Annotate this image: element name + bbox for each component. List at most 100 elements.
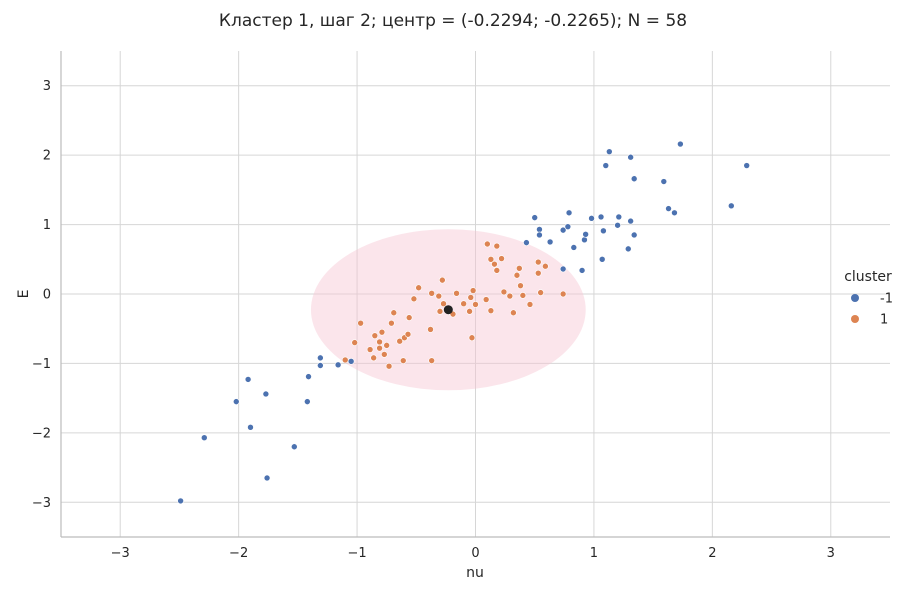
point-cluster-neg1 — [627, 217, 634, 225]
point-cluster-1 — [519, 292, 527, 299]
y-tick-label: −1 — [32, 357, 51, 372]
legend-marker-neg1 — [851, 294, 859, 302]
chart-title: Кластер 1, шаг 2; центр = (-0.2294; -0.2… — [219, 11, 687, 31]
x-tick-label: −2 — [229, 546, 248, 561]
point-cluster-neg1 — [671, 209, 678, 217]
point-cluster-1 — [513, 271, 521, 279]
y-tick-label: 3 — [43, 79, 51, 94]
point-cluster-1 — [487, 307, 495, 314]
axes — [60, 51, 890, 538]
point-cluster-neg1 — [624, 245, 632, 253]
point-cluster-neg1 — [564, 223, 572, 230]
point-cluster-1 — [500, 288, 508, 296]
point-cluster-neg1 — [627, 153, 634, 161]
point-cluster-neg1 — [347, 358, 355, 365]
point-cluster-1 — [472, 301, 479, 308]
point-cluster-neg1 — [559, 265, 567, 273]
point-cluster-neg1 — [304, 398, 311, 405]
point-cluster-1 — [537, 289, 544, 296]
point-cluster-1 — [378, 328, 386, 336]
point-cluster-neg1 — [630, 231, 638, 239]
point-cluster-1 — [390, 309, 398, 317]
point-cluster-neg1 — [200, 434, 208, 442]
point-cluster-1 — [534, 269, 542, 277]
point-cluster-neg1 — [247, 424, 254, 431]
point-cluster-neg1 — [291, 443, 298, 451]
point-cluster-neg1 — [531, 214, 539, 221]
point-cluster-neg1 — [615, 213, 623, 221]
tick-labels: −3 −2 −1 0 1 2 3 −3 −2 −1 0 1 2 3 — [32, 79, 835, 561]
point-cluster-1 — [435, 292, 443, 300]
point-cluster-1 — [559, 290, 567, 298]
point-cluster-1 — [404, 330, 412, 338]
point-cluster-1 — [493, 267, 501, 274]
point-cluster-neg1 — [317, 362, 324, 369]
point-cluster-1 — [469, 287, 477, 294]
point-cluster-neg1 — [582, 230, 589, 238]
point-cluster-neg1 — [263, 474, 271, 482]
point-cluster-1 — [453, 290, 460, 297]
point-cluster-1 — [491, 260, 498, 268]
point-cluster-1 — [466, 308, 473, 315]
point-cluster-neg1 — [598, 255, 606, 263]
point-cluster-neg1 — [334, 361, 342, 369]
point-cluster-neg1 — [743, 162, 751, 169]
point-cluster-1 — [487, 255, 495, 263]
x-tick-label: 2 — [708, 546, 716, 561]
x-tick-label: 0 — [471, 546, 479, 561]
point-cluster-neg1 — [305, 373, 312, 380]
point-cluster-neg1 — [602, 162, 610, 169]
point-cluster-neg1 — [523, 239, 530, 246]
cluster-center-point — [443, 305, 453, 315]
point-cluster-1 — [383, 342, 390, 349]
x-tick-label: −1 — [347, 546, 366, 561]
point-cluster-1 — [482, 296, 490, 303]
x-tick-label: 3 — [827, 546, 835, 561]
point-cluster-1 — [385, 362, 393, 370]
point-cluster-neg1 — [606, 148, 613, 155]
point-cluster-1 — [467, 294, 475, 301]
y-tick-label: 2 — [43, 149, 51, 164]
data-points — [177, 140, 751, 505]
point-cluster-1 — [405, 314, 413, 321]
point-cluster-1 — [388, 319, 395, 327]
y-tick-label: 0 — [43, 288, 51, 303]
x-tick-label: 1 — [590, 546, 598, 561]
point-cluster-neg1 — [578, 267, 586, 274]
y-tick-label: −3 — [32, 496, 51, 511]
point-cluster-neg1 — [728, 202, 735, 210]
point-cluster-1 — [366, 346, 374, 353]
point-cluster-neg1 — [588, 215, 595, 222]
point-cluster-1 — [516, 265, 523, 272]
point-cluster-1 — [484, 240, 491, 248]
point-cluster-1 — [399, 357, 407, 364]
point-cluster-neg1 — [536, 226, 543, 233]
point-cluster-1 — [376, 338, 383, 346]
point-cluster-neg1 — [597, 213, 605, 221]
point-cluster-1 — [460, 300, 467, 308]
point-cluster-1 — [517, 282, 524, 289]
point-cluster-1 — [542, 262, 549, 270]
point-cluster-neg1 — [232, 398, 240, 405]
point-cluster-1 — [428, 357, 435, 364]
legend-marker-1 — [851, 315, 859, 323]
x-tick-label: −3 — [111, 546, 130, 561]
point-cluster-1 — [468, 334, 476, 342]
y-tick-label: 1 — [43, 218, 51, 233]
y-axis-label: E — [16, 290, 32, 299]
point-cluster-1 — [436, 308, 444, 315]
point-cluster-1 — [440, 300, 447, 308]
cluster-center-layer — [443, 305, 453, 315]
legend-label-neg1: -1 — [880, 292, 893, 307]
point-cluster-neg1 — [317, 354, 324, 362]
point-cluster-1 — [506, 292, 514, 300]
point-cluster-1 — [376, 344, 383, 352]
point-cluster-neg1 — [665, 205, 672, 212]
point-cluster-neg1 — [614, 221, 621, 229]
point-cluster-neg1 — [660, 178, 668, 185]
point-cluster-1 — [498, 255, 505, 262]
point-cluster-neg1 — [570, 244, 578, 251]
point-cluster-1 — [357, 319, 364, 327]
point-cluster-1 — [428, 290, 435, 297]
